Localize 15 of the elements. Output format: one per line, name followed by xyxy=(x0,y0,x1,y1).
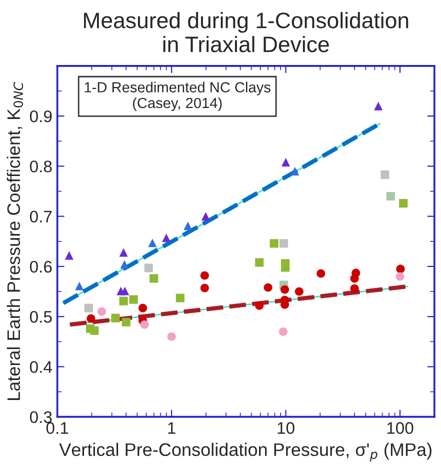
y-tick-label: 0.9 xyxy=(30,110,52,122)
x-tick-label: 100 xyxy=(387,422,414,434)
x-axis-title: Vertical Pre-Consolidation Pressure, σ'$_{p}$ (MPa) xyxy=(59,442,432,462)
y-tick-label: 0.8 xyxy=(30,160,52,172)
x-tick-label: 10 xyxy=(278,422,294,434)
x-tick-label: 0.1 xyxy=(46,422,68,434)
y-tick-label: 0.4 xyxy=(30,361,52,373)
chart-title: Measured during 1-Consolidation in Triaxial Device xyxy=(84,12,408,52)
y-tick-label: 0.5 xyxy=(30,310,52,323)
y-tick-label: 0.6 xyxy=(30,260,52,273)
y-tick-label: 0.7 xyxy=(30,210,52,223)
annotation: 1-D Resedimented NC Clays (Casey, 2014) xyxy=(84,82,270,112)
y-axis-title: Lateral Earth Pressure Coefficient, K$_{0NC}$ xyxy=(6,82,24,400)
y-tick-label: 0.3 xyxy=(30,411,52,424)
x-tick-label: 1 xyxy=(168,422,176,434)
